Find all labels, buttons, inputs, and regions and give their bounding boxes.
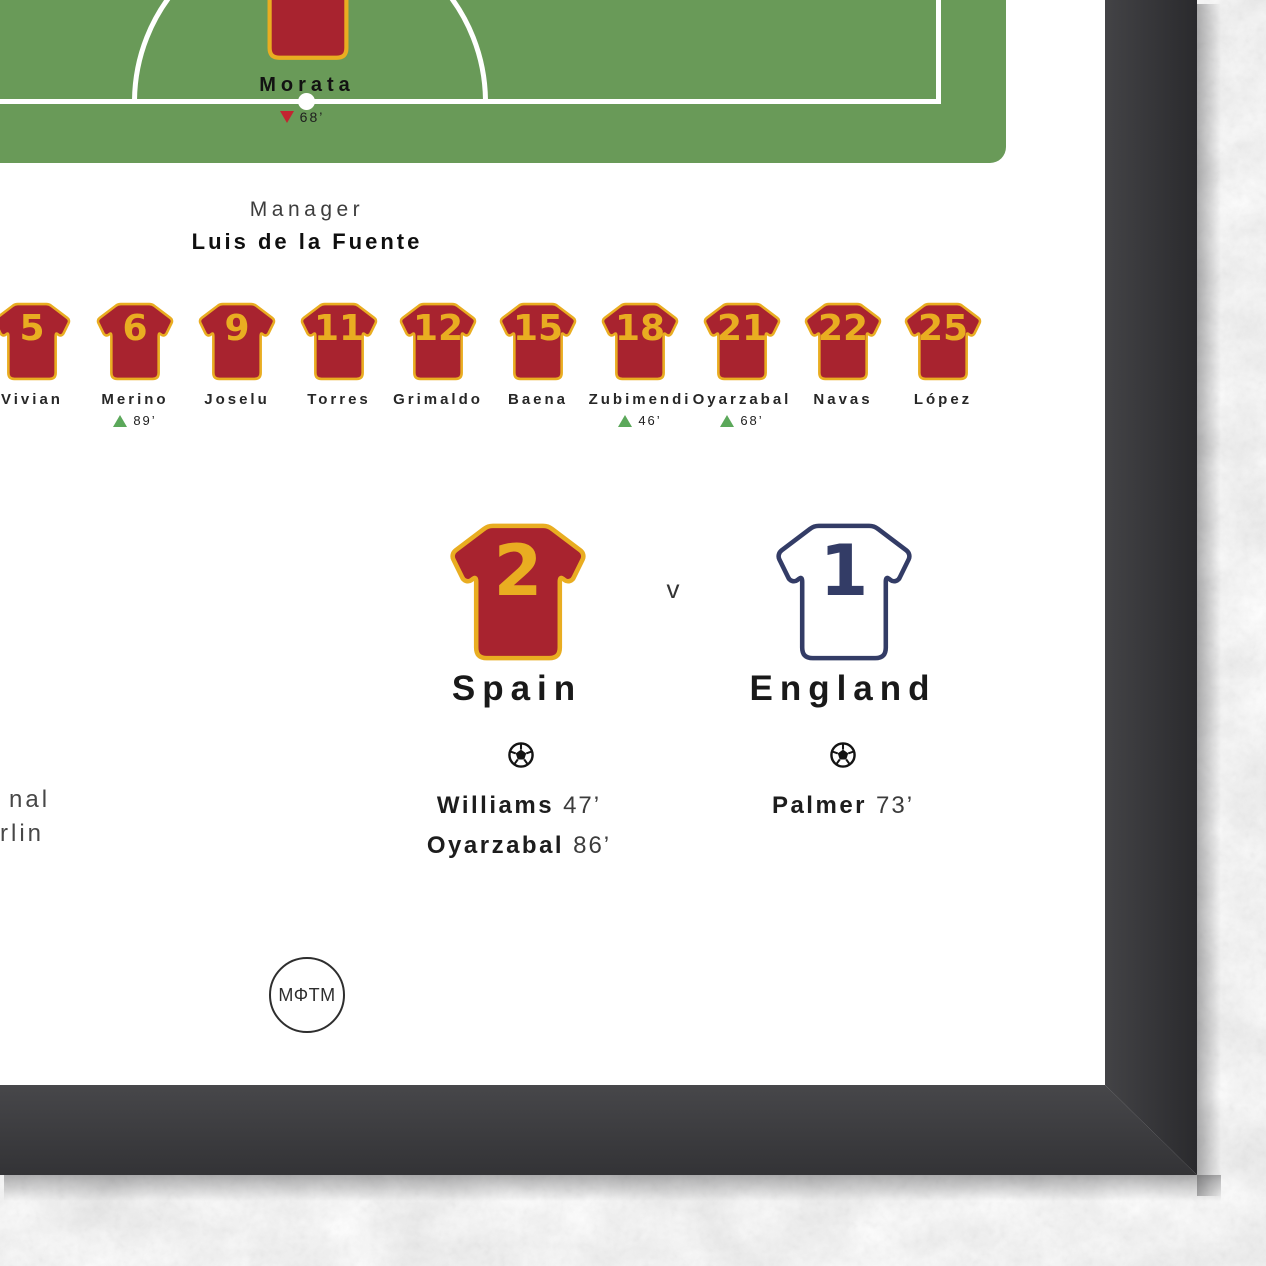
scorer-line: Palmer 73’: [653, 789, 1033, 829]
substitute-card: 21 Oyarzabal 68’: [690, 300, 794, 428]
substitute-jersey: 15: [495, 300, 581, 383]
center-circle-clip: [0, 0, 941, 100]
away-scorers-list: Palmer 73’: [653, 789, 1033, 829]
motm-logo: MΦTM: [269, 957, 345, 1033]
sub-on-marker: 46’: [588, 413, 692, 428]
sub-on-icon: [720, 414, 735, 427]
substitute-jersey: 5: [0, 300, 75, 383]
substitute-jersey: 25: [900, 300, 986, 383]
match-meta-fragments: nal rlin: [0, 783, 50, 851]
substitute-card: 9 Joselu: [185, 300, 289, 408]
jersey-number: 18: [614, 308, 666, 349]
meta-line-2: rlin: [0, 820, 45, 847]
substitute-card: 12 Grimaldo: [386, 300, 490, 408]
football-icon-away: [830, 742, 856, 768]
substitute-jersey: 12: [395, 300, 481, 383]
substitute-jersey: 22: [800, 300, 886, 383]
sub-on-minute: 89’: [133, 413, 157, 428]
center-spot: [298, 93, 315, 110]
substitute-jersey: 18: [597, 300, 683, 383]
substitute-card: 18 Zubimendi 46’: [588, 300, 692, 428]
away-score: 1: [819, 530, 869, 612]
substitute-name: Joselu: [204, 391, 270, 408]
manager-name: Luis de la Fuente: [191, 229, 423, 254]
home-scorers-list: Williams 47’ Oyarzabal 86’: [329, 789, 709, 869]
substitute-jersey: 9: [194, 300, 280, 383]
meta-line-1: nal: [9, 786, 51, 813]
sub-on-icon: [618, 414, 633, 427]
football-icon-home: [508, 742, 534, 768]
scorer-line: Williams 47’: [329, 789, 709, 829]
home-team-name: Spain: [451, 669, 583, 708]
substitute-name: Grimaldo: [393, 391, 483, 408]
sub-on-minute: 46’: [638, 413, 662, 428]
match-poster: Morata 68’ Manager Luis de la Fuente 5 V…: [0, 0, 1105, 1085]
substitute-name: Vivian: [1, 391, 63, 408]
home-score: 2: [493, 530, 543, 612]
substitute-name: Torres: [307, 391, 371, 408]
jersey-number: 5: [19, 308, 45, 349]
motm-logo-text: MΦTM: [278, 984, 336, 1005]
jersey-number: 9: [224, 308, 250, 349]
scorer-minute: 47’: [563, 792, 602, 819]
substitute-name: Navas: [813, 391, 873, 408]
manager-block: Manager Luis de la Fuente: [107, 198, 507, 255]
picture-frame-bottom: [0, 1085, 1197, 1175]
versus-label: v: [666, 574, 680, 604]
scorer-name: Oyarzabal: [426, 832, 565, 859]
substitute-name: López: [913, 391, 973, 408]
substitute-jersey: 21: [699, 300, 785, 383]
manager-label: Manager: [249, 198, 365, 221]
jersey-number: 6: [122, 308, 148, 349]
scorer-minute: 73’: [876, 792, 915, 819]
jersey-icon-morata: [247, 0, 369, 58]
sub-on-marker: 68’: [690, 413, 794, 428]
substitute-name: Zubimendi: [588, 391, 692, 408]
sub-off-minute: 68’: [299, 109, 325, 125]
jersey-number: 12: [412, 308, 464, 349]
sub-off-icon: [279, 111, 294, 123]
substitute-name: Merino: [101, 391, 169, 408]
jersey-number: 22: [817, 308, 869, 349]
substitute-card: 22 Navas: [791, 300, 895, 408]
substitute-jersey: 6: [92, 300, 178, 383]
scorer-line: Oyarzabal 86’: [329, 829, 709, 869]
jersey-number: 11: [313, 308, 365, 349]
picture-frame-right: [1105, 0, 1197, 1175]
pitch: Morata 68’: [0, 0, 1006, 163]
sub-off-marker: 68’: [222, 109, 382, 125]
halfway-line: [0, 99, 941, 104]
sub-on-marker: 89’: [83, 413, 187, 428]
substitute-name: Oyarzabal: [692, 391, 792, 408]
sub-on-minute: 68’: [740, 413, 764, 428]
touchline-right: [936, 0, 941, 104]
jersey-number: 21: [716, 308, 768, 349]
frame-shadow-right: [1197, 4, 1221, 1196]
substitute-jersey: 11: [296, 300, 382, 383]
away-team-name: England: [749, 669, 937, 708]
sub-on-icon: [113, 414, 128, 427]
substitute-name: Baena: [507, 391, 569, 408]
scorer-name: Palmer: [771, 792, 868, 819]
substitute-card: 15 Baena: [486, 300, 590, 408]
substitute-card: 25 López: [891, 300, 995, 408]
frame-shadow-bottom: [4, 1175, 1221, 1201]
jersey-number: 25: [917, 308, 969, 349]
substitute-card: 11 Torres: [287, 300, 391, 408]
substitute-card: 6 Merino 89’: [83, 300, 187, 428]
scorer-name: Williams: [436, 792, 555, 819]
scorer-minute: 86’: [573, 832, 612, 859]
jersey-number: 15: [512, 308, 564, 349]
pitch-player-name: Morata: [259, 74, 355, 96]
substitute-card: 5 Vivian: [0, 300, 84, 408]
